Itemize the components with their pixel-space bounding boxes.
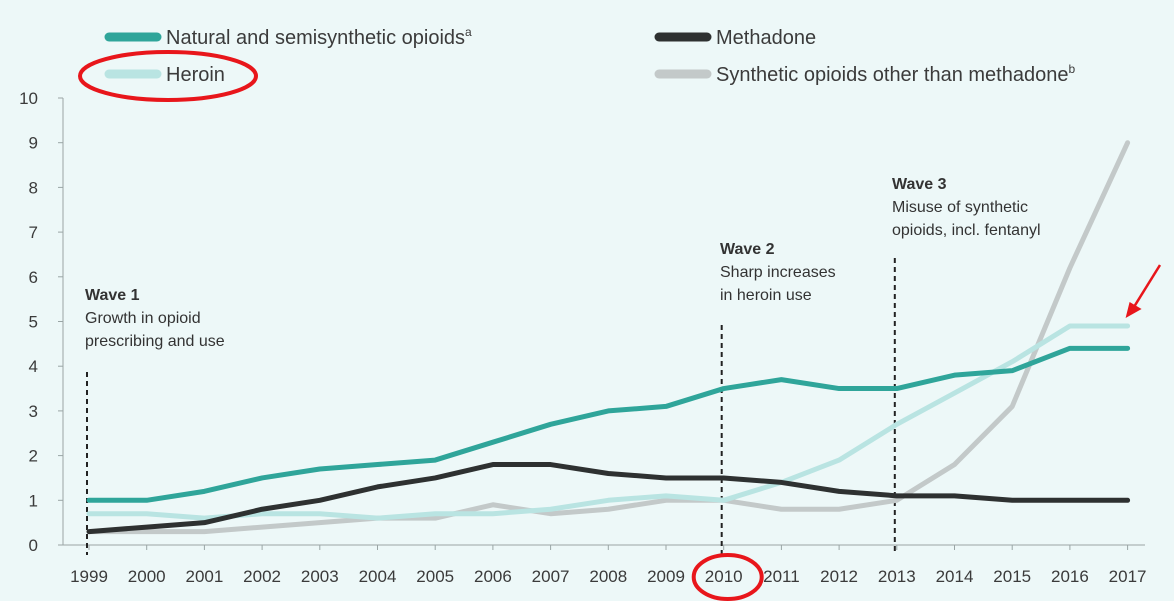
y-tick-label-3: 3 bbox=[29, 402, 38, 421]
red-arrow-head bbox=[1125, 301, 1142, 318]
wave-3-text-1: Misuse of synthetic bbox=[892, 199, 1028, 216]
x-tick-label-2001: 2001 bbox=[185, 567, 223, 586]
x-tick-label-2002: 2002 bbox=[243, 567, 281, 586]
series-line-synthetic-opioids-other-than-methadone bbox=[86, 140, 1131, 535]
x-tick-label-2007: 2007 bbox=[532, 567, 570, 586]
x-tick-label-2003: 2003 bbox=[301, 567, 339, 586]
wave-1-text-1: Growth in opioid bbox=[85, 310, 201, 327]
wave-3-text-2: opioids, incl. fentanyl bbox=[892, 222, 1041, 239]
y-tick-label-8: 8 bbox=[29, 178, 38, 197]
y-tick-label-6: 6 bbox=[29, 268, 38, 287]
legend-label-synthetic-opioids-other-than-methadone: Synthetic opioids other than methadoneb bbox=[716, 62, 1075, 86]
x-tick-label-2004: 2004 bbox=[359, 567, 397, 586]
legend-label-natural-and-semisynthetic-opioids: Natural and semisynthetic opioidsa bbox=[166, 25, 472, 49]
x-tick-label-2008: 2008 bbox=[589, 567, 627, 586]
x-tick-label-2016: 2016 bbox=[1051, 567, 1089, 586]
series-line-natural-and-semisynthetic-opioids bbox=[86, 345, 1131, 503]
legend-superscript-a: a bbox=[465, 25, 472, 39]
wave-3-title: Wave 3 bbox=[892, 176, 947, 193]
y-tick-label-1: 1 bbox=[29, 491, 38, 510]
x-tick-label-2000: 2000 bbox=[128, 567, 166, 586]
x-tick-label-2014: 2014 bbox=[936, 567, 974, 586]
legend-label-heroin: Heroin bbox=[166, 64, 225, 86]
wave-2-text-2: in heroin use bbox=[720, 287, 812, 304]
year-2010-highlight-circle bbox=[691, 553, 764, 601]
legend-superscript-b: b bbox=[1068, 62, 1075, 76]
wave-2-text-1: Sharp increases bbox=[720, 264, 836, 281]
x-tick-label-2015: 2015 bbox=[993, 567, 1031, 586]
x-tick-label-2006: 2006 bbox=[474, 567, 512, 586]
x-tick-label-2005: 2005 bbox=[416, 567, 454, 586]
legend-label-methadone: Methadone bbox=[716, 27, 816, 49]
y-tick-label-4: 4 bbox=[29, 357, 38, 376]
red-arrow-shaft bbox=[1133, 264, 1162, 307]
x-tick-label-2010: 2010 bbox=[705, 567, 743, 586]
y-tick-label-5: 5 bbox=[29, 313, 38, 332]
x-tick-label-2011: 2011 bbox=[763, 567, 800, 586]
heroin-legend-highlight-circle bbox=[78, 50, 258, 102]
series-line-methadone bbox=[86, 462, 1131, 535]
x-tick-label-2013: 2013 bbox=[878, 567, 916, 586]
y-tick-label-0: 0 bbox=[29, 536, 38, 555]
x-tick-label-2012: 2012 bbox=[820, 567, 858, 586]
series-line-heroin bbox=[86, 323, 1131, 521]
y-tick-label-7: 7 bbox=[29, 223, 38, 242]
x-tick-label-1999: 1999 bbox=[70, 567, 108, 586]
y-tick-label-9: 9 bbox=[29, 134, 38, 153]
x-tick-label-2017: 2017 bbox=[1109, 567, 1147, 586]
wave-1-text-2: prescribing and use bbox=[85, 333, 225, 350]
y-tick-label-10: 10 bbox=[19, 89, 38, 108]
wave-2-title: Wave 2 bbox=[720, 241, 775, 258]
wave-1-title: Wave 1 bbox=[85, 287, 140, 304]
y-tick-label-2: 2 bbox=[29, 447, 38, 466]
x-tick-label-2009: 2009 bbox=[647, 567, 685, 586]
